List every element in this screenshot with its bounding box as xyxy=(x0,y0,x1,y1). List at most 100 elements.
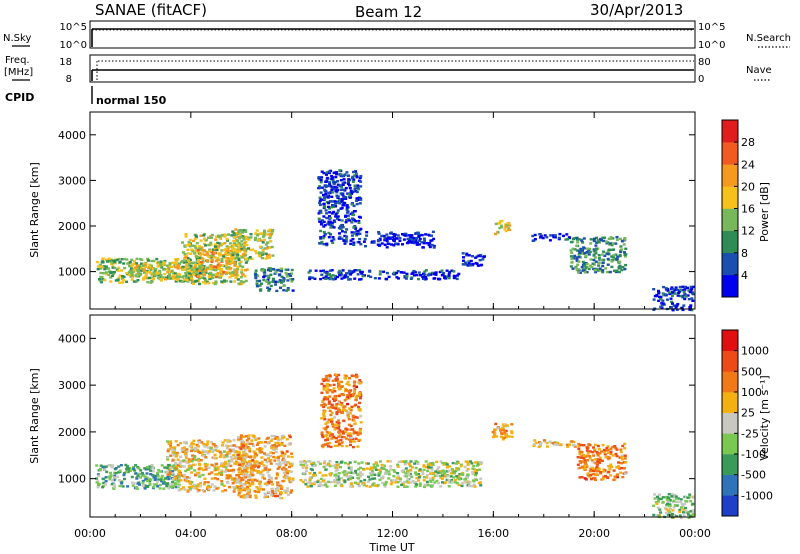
velocity-echo-cell xyxy=(343,470,347,473)
power-echo-cell xyxy=(218,252,222,255)
power-echo-cell xyxy=(325,242,329,245)
velocity-echo-cell xyxy=(216,449,220,453)
velocity-echo-cell xyxy=(174,485,178,489)
power-echo-cell xyxy=(232,232,236,235)
velocity-echo-cell xyxy=(288,434,291,437)
velocity-echo-cell xyxy=(585,465,589,468)
power-echo-cell xyxy=(393,233,397,236)
power-echo-cell xyxy=(270,245,274,249)
velocity-echo-region xyxy=(532,439,577,449)
velocity-echo-cell xyxy=(237,486,240,489)
velocity-echo-cell xyxy=(354,437,358,440)
power-echo-cell xyxy=(331,200,335,203)
velocity-echo-cell xyxy=(335,411,339,414)
velocity-echo-cell xyxy=(175,453,179,456)
power-echo-cell xyxy=(169,277,173,280)
velocity-echo-cell xyxy=(324,403,327,407)
power-echo-cell xyxy=(227,233,230,236)
velocity-echo-cell xyxy=(174,455,178,458)
velocity-echo-cell xyxy=(157,469,161,472)
power-echo-cell xyxy=(225,266,229,270)
velocity-echo-cell xyxy=(435,474,439,477)
power-echo-cell xyxy=(624,247,628,250)
power-echo-cell xyxy=(214,243,217,246)
power-echo-cell xyxy=(249,248,253,252)
velocity-echo-cell xyxy=(280,441,284,445)
velocity-echo-cell xyxy=(594,458,598,461)
power-echo-cell xyxy=(345,206,349,209)
velocity-echo-cell xyxy=(239,456,243,460)
power-echo-cell xyxy=(261,269,265,272)
velocity-echo-cell xyxy=(186,488,190,492)
velocity-echo-cell xyxy=(431,462,435,465)
power-echo-cell xyxy=(211,281,215,285)
velocity-echo-cell xyxy=(170,472,174,475)
power-echo-cell xyxy=(339,207,343,210)
velocity-echo-cell xyxy=(691,513,695,516)
power-echo-cell xyxy=(233,257,237,260)
power-echo-cell xyxy=(324,185,328,188)
velocity-echo-cell xyxy=(112,487,116,490)
velocity-echo-cell xyxy=(421,472,425,476)
power-echo-cell xyxy=(186,276,190,280)
power-echo-cell xyxy=(359,185,363,188)
power-echo-cell xyxy=(356,186,360,190)
velocity-echo-cell xyxy=(589,473,593,477)
velocity-echo-cell xyxy=(180,474,184,477)
velocity-echo-cell xyxy=(99,464,103,467)
power-echo-cell xyxy=(422,242,426,245)
velocity-echo-cell xyxy=(425,473,429,477)
power-echo-cell xyxy=(324,277,328,280)
velocity-echo-cell xyxy=(501,438,505,441)
velocity-echo-cell xyxy=(285,438,289,441)
power-echo-cell xyxy=(351,237,355,241)
power-echo-cell xyxy=(144,273,148,276)
velocity-echo-cell xyxy=(237,471,241,474)
velocity-echo-cell xyxy=(342,408,345,412)
velocity-echo-cell xyxy=(588,456,592,460)
velocity-echo-cell xyxy=(465,480,469,483)
power-echo-cell xyxy=(210,236,213,239)
power-echo-cell xyxy=(335,173,338,176)
power-echo-cell xyxy=(194,249,198,253)
power-echo-cell xyxy=(186,257,190,260)
velocity-echo-cell xyxy=(409,481,413,484)
power-echo-cell xyxy=(353,210,357,213)
velocity-echo-cell xyxy=(676,500,680,503)
power-echo-cell xyxy=(359,175,363,178)
power-echo-cell xyxy=(610,255,614,258)
power-echo-cell xyxy=(331,176,335,179)
power-echo-cell xyxy=(426,274,430,277)
power-echo-cell xyxy=(673,292,677,295)
power-echo-cell xyxy=(222,254,226,257)
power-echo-cell xyxy=(237,242,241,245)
velocity-echo-cell xyxy=(443,481,447,484)
power-echo-cell xyxy=(378,270,382,273)
velocity-echo-cell xyxy=(277,438,281,442)
velocity-echo-cell xyxy=(353,388,357,391)
power-echo-cell xyxy=(349,273,353,276)
velocity-echo-cell xyxy=(188,476,192,480)
velocity-echo-cell xyxy=(324,428,328,431)
velocity-echo-cell xyxy=(597,460,600,463)
power-echo-cell xyxy=(234,228,238,231)
velocity-echo-cell xyxy=(580,476,584,479)
power-echo-cell xyxy=(351,217,354,220)
power-echo-cell xyxy=(105,258,108,261)
power-echo-cell xyxy=(602,250,606,253)
velocity-echo-cell xyxy=(182,465,186,468)
velocity-echo-cell xyxy=(426,469,430,473)
velocity-echo-cell xyxy=(337,382,340,385)
velocity-echo-cell xyxy=(260,460,264,464)
velocity-echo-cell xyxy=(243,483,247,486)
velocity-echo-cell xyxy=(141,481,145,484)
power-echo-cell xyxy=(240,268,244,271)
power-echo-cell xyxy=(604,267,608,270)
velocity-echo-cell xyxy=(340,435,344,439)
velocity-echo-cell xyxy=(220,480,224,483)
power-echo-cell xyxy=(185,274,189,277)
power-echo-cell xyxy=(338,225,342,228)
velocity-echo-cell xyxy=(348,438,351,441)
velocity-echo-cell xyxy=(358,393,361,396)
velocity-echo-cell xyxy=(422,485,426,489)
